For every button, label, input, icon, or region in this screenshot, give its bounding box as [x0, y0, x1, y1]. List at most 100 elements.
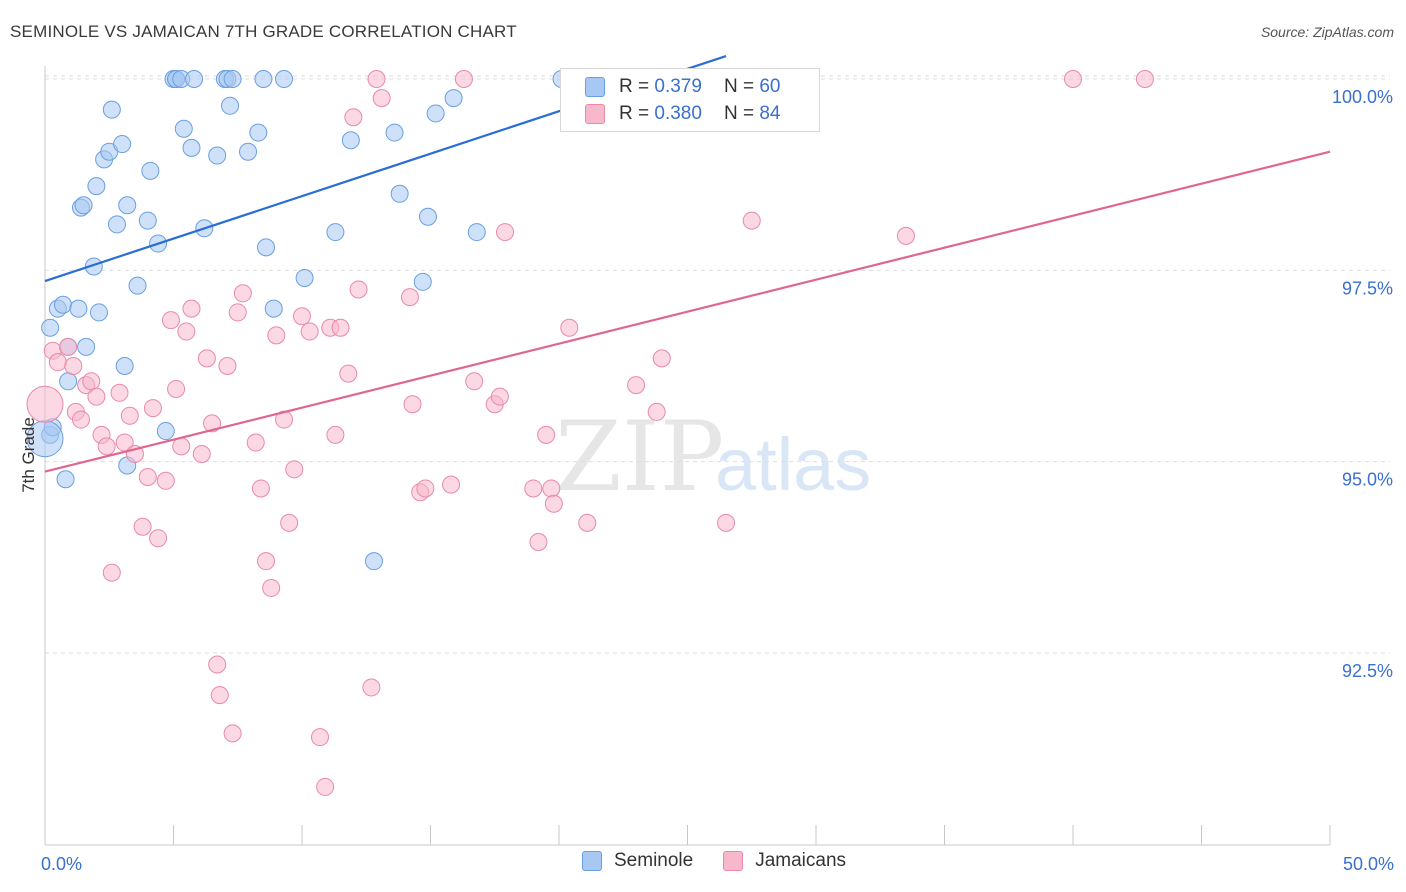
- points-layer: [26, 70, 1154, 796]
- data-point-seminole: [326, 223, 345, 242]
- watermark-atlas: atlas: [715, 423, 871, 506]
- data-point-jamaicans: [102, 563, 121, 582]
- data-point-jamaicans: [64, 357, 83, 375]
- data-point-jamaicans: [156, 471, 175, 490]
- legend-r-value: 0.379: [654, 76, 702, 97]
- data-point-jamaicans: [344, 108, 363, 127]
- data-point-jamaicans: [218, 357, 237, 375]
- data-point-seminole: [87, 177, 106, 196]
- data-point-jamaicans: [120, 406, 139, 425]
- series-label-seminole: Seminole: [614, 850, 694, 871]
- data-point-jamaicans: [167, 379, 186, 398]
- data-point-seminole: [156, 422, 175, 441]
- data-point-jamaicans: [529, 533, 548, 552]
- data-point-seminole: [69, 299, 88, 318]
- data-point-jamaicans: [133, 517, 152, 536]
- data-point-jamaicans: [652, 349, 671, 368]
- data-point-jamaicans: [465, 372, 484, 391]
- labels-layer: 100.0% 97.5% 95.0% 92.5% 0.0% 50.0% 7th Grade: [19, 87, 1394, 874]
- series-legend-jamaicans[interactable]: Jamaicans: [723, 850, 846, 872]
- legend-n-label: N =: [723, 76, 755, 97]
- data-point-jamaicans: [138, 467, 157, 486]
- chart-title: SEMINOLE VS JAMAICAN 7TH GRADE CORRELATI…: [10, 22, 517, 41]
- data-point-jamaicans: [210, 686, 229, 705]
- legend-row-seminole: R = 0.379 N = 60: [585, 75, 780, 99]
- legend-r-label: R =: [619, 76, 650, 97]
- gridlines: [45, 75, 1390, 654]
- series-legend: Seminole Jamaicans: [582, 850, 876, 872]
- legend-n-value: 84: [759, 103, 781, 124]
- data-point-jamaicans: [717, 513, 736, 532]
- data-point-jamaicans: [326, 425, 345, 444]
- data-point-seminole: [341, 131, 360, 150]
- data-point-jamaicans: [544, 494, 563, 513]
- series-legend-seminole[interactable]: Seminole: [582, 850, 693, 872]
- data-point-jamaicans: [110, 383, 129, 402]
- y-tick-label: 100.0%: [1332, 87, 1393, 107]
- data-point-jamaicans: [233, 284, 252, 303]
- data-point-jamaicans: [285, 460, 304, 479]
- series-label-jamaicans: Jamaicans: [755, 850, 847, 871]
- data-point-jamaicans: [293, 307, 311, 326]
- data-point-seminole: [89, 303, 108, 322]
- data-point-seminole: [182, 138, 201, 157]
- chart-source: Source: ZipAtlas.com: [1260, 24, 1394, 40]
- data-point-jamaicans: [442, 475, 461, 494]
- data-point-jamaicans: [257, 552, 276, 571]
- data-point-jamaicans: [537, 425, 556, 444]
- data-point-jamaicans: [208, 655, 227, 674]
- data-point-jamaicans: [26, 385, 64, 423]
- legend-r-value: 0.380: [654, 103, 702, 124]
- data-point-seminole: [141, 161, 160, 180]
- data-point-seminole: [257, 238, 276, 257]
- watermark: ZIP atlas: [555, 401, 871, 513]
- data-point-jamaicans: [203, 414, 222, 433]
- data-point-jamaicans: [896, 226, 915, 245]
- data-point-seminole: [221, 96, 240, 115]
- data-point-jamaicans: [362, 678, 381, 697]
- data-point-jamaicans: [490, 387, 509, 406]
- data-point-seminole: [418, 207, 437, 226]
- legend-swatch-jamaicans: [585, 104, 605, 124]
- data-point-jamaicans: [223, 724, 242, 743]
- data-point-seminole: [185, 70, 204, 88]
- data-point-jamaicans: [560, 318, 579, 337]
- data-point-seminole: [467, 223, 486, 242]
- data-point-jamaicans: [182, 299, 201, 318]
- data-point-jamaicans: [300, 322, 319, 341]
- data-point-seminole: [174, 119, 193, 138]
- data-point-seminole: [295, 268, 314, 287]
- data-point-jamaicans: [331, 318, 350, 337]
- correlation-legend: R = 0.379 N = 60 R = 0.380 N = 84: [560, 68, 820, 132]
- data-point-jamaicans: [267, 326, 286, 345]
- data-point-jamaicans: [177, 322, 196, 341]
- data-point-seminole: [208, 146, 227, 165]
- y-axis-label: 7th Grade: [19, 417, 38, 493]
- data-point-jamaicans: [48, 353, 67, 372]
- data-point-jamaicans: [280, 513, 299, 532]
- data-point-jamaicans: [262, 578, 281, 597]
- data-point-seminole: [53, 295, 72, 314]
- data-point-jamaicans: [87, 387, 106, 406]
- data-point-jamaicans: [197, 349, 216, 368]
- legend-row-jamaicans: R = 0.380 N = 84: [585, 102, 780, 126]
- data-point-jamaicans: [82, 372, 101, 391]
- legend-r-label: R =: [619, 103, 650, 124]
- data-point-jamaicans: [143, 399, 162, 418]
- data-point-jamaicans: [149, 529, 168, 548]
- data-point-jamaicans: [161, 311, 180, 330]
- legend-n-label: N =: [723, 103, 755, 124]
- y-tick-label: 97.5%: [1342, 278, 1393, 298]
- data-point-jamaicans: [246, 433, 265, 452]
- data-point-seminole: [115, 357, 134, 375]
- trend-line-jamaicans: [44, 150, 1331, 473]
- data-point-seminole: [413, 272, 432, 291]
- legend-swatch-seminole: [585, 77, 605, 97]
- data-point-seminole: [77, 337, 96, 356]
- data-point-jamaicans: [1135, 70, 1154, 88]
- data-point-jamaicans: [372, 89, 391, 108]
- data-point-seminole: [444, 89, 463, 108]
- data-point-jamaicans: [454, 70, 473, 88]
- data-point-seminole: [107, 215, 126, 234]
